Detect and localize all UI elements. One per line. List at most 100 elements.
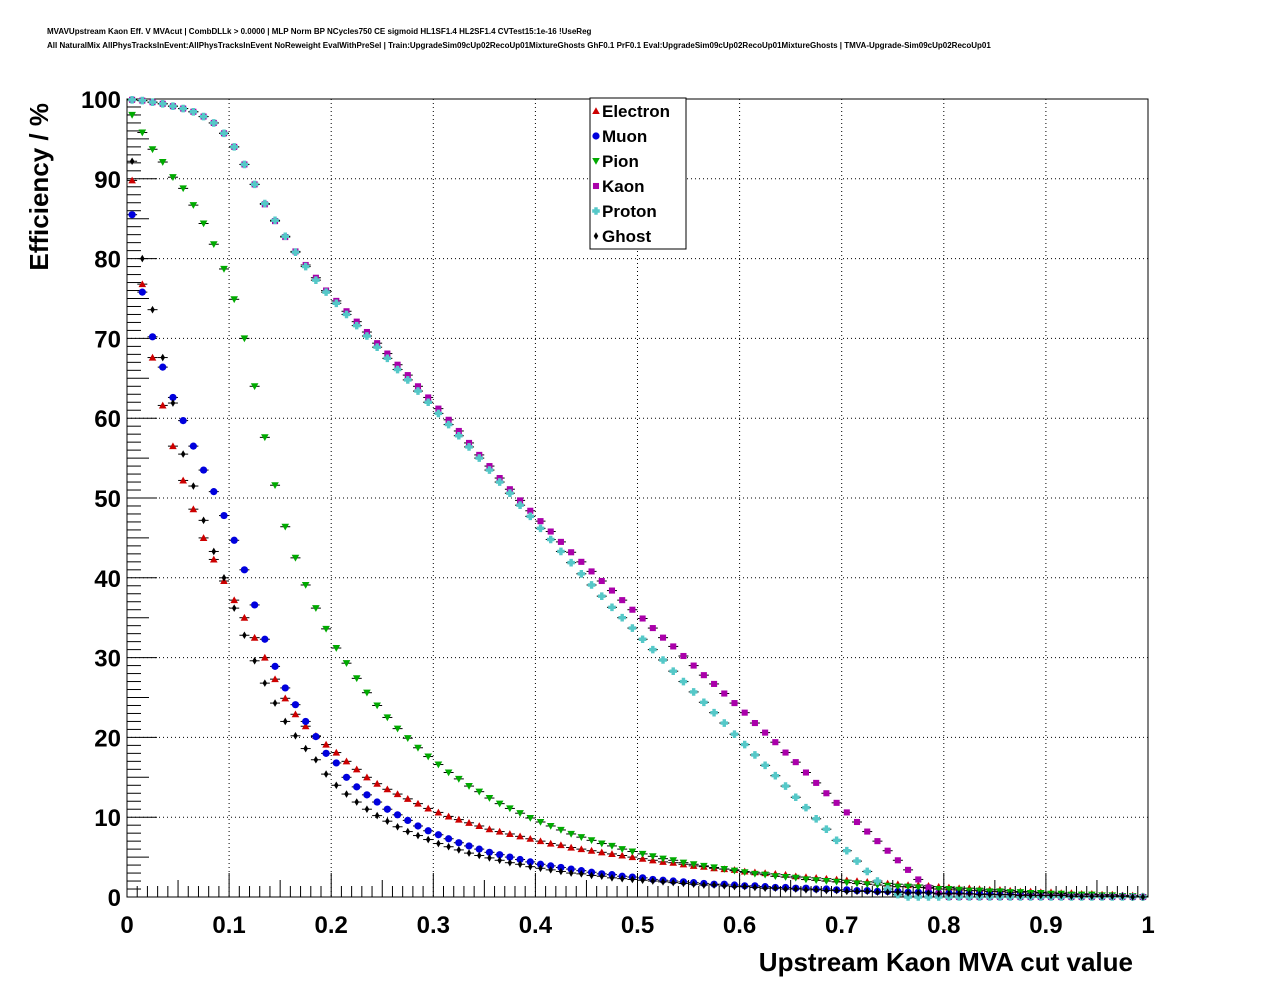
data-point-ghost (844, 887, 850, 896)
data-point-proton (240, 160, 249, 169)
data-point-pion (781, 874, 790, 881)
data-point-pion (873, 881, 882, 889)
data-point-proton (312, 276, 320, 284)
data-point-ghost (956, 890, 962, 898)
data-point-proton (873, 877, 882, 885)
data-point-pion (720, 866, 729, 873)
data-point-pion (679, 859, 688, 867)
data-point-ghost (691, 880, 696, 889)
data-point-proton (373, 343, 381, 351)
data-point-pion (148, 146, 157, 154)
data-point-kaon (455, 427, 462, 435)
data-point-ghost (1130, 893, 1135, 901)
data-point-electron (363, 773, 371, 781)
data-point-proton (393, 365, 402, 374)
data-point-kaon (670, 643, 677, 650)
data-point-muon (281, 684, 289, 692)
data-point-muon (312, 732, 320, 741)
data-point-proton (414, 387, 422, 395)
data-point-pion (495, 800, 504, 808)
data-point-ghost (344, 790, 349, 798)
data-point-proton (261, 199, 269, 208)
data-point-kaon (404, 372, 411, 379)
data-point-ghost (599, 872, 605, 881)
data-point-proton (434, 409, 443, 418)
data-point-muon (138, 288, 146, 296)
data-point-proton (669, 667, 678, 675)
data-point-pion (934, 885, 943, 893)
data-point-electron (393, 790, 402, 798)
data-point-pion (843, 879, 851, 887)
data-point-ghost (303, 744, 308, 753)
data-point-pion (516, 810, 524, 818)
data-point-electron (485, 825, 494, 833)
data-point-muon (128, 211, 136, 219)
data-point-pion (128, 111, 136, 119)
data-point-electron (475, 822, 484, 830)
data-point-kaon (659, 634, 667, 641)
data-point-ghost (170, 399, 176, 407)
data-point-pion (434, 761, 443, 769)
data-point-proton (638, 635, 647, 644)
data-point-ghost (293, 732, 298, 740)
data-point-kaon (649, 625, 656, 632)
data-point-proton (791, 793, 800, 802)
data-point-ghost (262, 679, 268, 687)
data-point-ghost (528, 862, 533, 871)
data-point-proton (526, 512, 535, 521)
data-point-pion (363, 689, 371, 697)
data-point-pion (506, 805, 514, 813)
data-point-proton (485, 466, 494, 474)
x-tick-label: 0.3 (417, 912, 450, 939)
data-point-kaon (741, 709, 748, 716)
data-point-proton (689, 688, 698, 696)
data-point-proton (403, 376, 412, 384)
data-point-electron (209, 555, 218, 563)
data-point-electron (608, 850, 616, 857)
data-point-ghost (824, 886, 829, 895)
data-point-kaon (894, 857, 901, 864)
data-point-pion (577, 834, 586, 841)
x-tick-label: 0 (120, 912, 133, 939)
data-point-kaon (905, 866, 912, 873)
series-ghost (127, 157, 1148, 901)
data-point-kaon (639, 615, 646, 622)
data-point-kaon (874, 838, 881, 845)
data-point-ghost (834, 886, 839, 895)
data-point-pion (832, 878, 841, 886)
data-point-pion (618, 846, 626, 853)
data-point-muon (557, 863, 565, 872)
data-point-electron (618, 851, 626, 859)
data-markers (127, 95, 1148, 901)
data-point-ghost (476, 851, 482, 860)
data-point-proton (597, 592, 606, 600)
data-point-ghost (548, 866, 553, 874)
data-point-pion (332, 644, 341, 652)
data-point-proton (189, 107, 198, 116)
data-point-muon (189, 442, 197, 450)
data-point-proton (618, 613, 626, 622)
data-point-proton (802, 803, 810, 812)
y-tick-label: 40 (94, 566, 121, 593)
data-point-pion (485, 795, 494, 802)
data-point-pion (894, 883, 902, 891)
data-point-pion (179, 185, 187, 193)
data-point-proton (924, 893, 933, 901)
data-point-muon (332, 759, 340, 767)
y-tick-label: 50 (94, 486, 121, 513)
data-point-ghost (609, 874, 615, 882)
data-point-electron (577, 845, 586, 853)
data-point-ghost (221, 574, 227, 582)
data-point-kaon (394, 361, 401, 368)
data-point-proton (853, 857, 861, 865)
data-point-ghost (405, 827, 411, 836)
data-point-kaon (823, 790, 830, 797)
data-point-muon (414, 822, 422, 830)
data-point-proton (352, 321, 361, 330)
data-point-ghost (1089, 892, 1095, 901)
data-point-proton (342, 310, 351, 319)
data-point-kaon (568, 549, 575, 556)
data-point-pion (659, 855, 667, 863)
data-point-ghost (1018, 891, 1023, 900)
